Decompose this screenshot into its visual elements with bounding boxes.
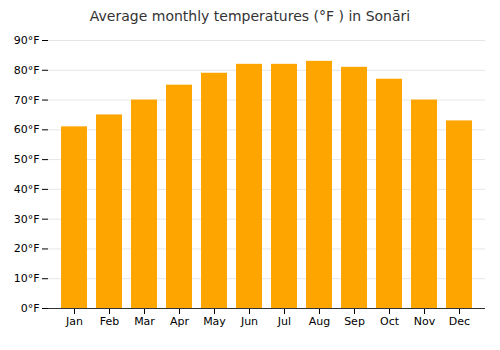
svg-text:Aug: Aug xyxy=(309,315,330,328)
html-text:Average monthly temperatures (: Average monthly temperatures (°F ) in So… xyxy=(89,8,411,24)
svg-text:May: May xyxy=(203,315,226,328)
svg-text:Sep: Sep xyxy=(344,315,365,328)
svg-text:60°F: 60°F xyxy=(14,123,40,136)
svg-text:Oct: Oct xyxy=(380,315,400,328)
svg-text:Jul: Jul xyxy=(277,315,291,328)
svg-text:Nov: Nov xyxy=(414,315,436,328)
svg-text:10°F: 10°F xyxy=(14,272,40,285)
svg-text:Apr: Apr xyxy=(170,315,190,328)
svg-text:Jun: Jun xyxy=(240,315,258,328)
svg-text:20°F: 20°F xyxy=(14,242,40,255)
svg-text:30°F: 30°F xyxy=(14,213,40,226)
svg-text:50°F: 50°F xyxy=(14,153,40,166)
svg-text:Jan: Jan xyxy=(65,315,83,328)
svg-text:Dec: Dec xyxy=(449,315,470,328)
svg-text:Mar: Mar xyxy=(134,315,155,328)
svg-text:80°F: 80°F xyxy=(14,64,40,77)
svg-text:70°F: 70°F xyxy=(14,94,40,107)
svg-text:Feb: Feb xyxy=(100,315,119,328)
svg-text:0°F: 0°F xyxy=(21,302,40,315)
svg-text:40°F: 40°F xyxy=(14,183,40,196)
svg-text:90°F: 90°F xyxy=(14,34,40,47)
